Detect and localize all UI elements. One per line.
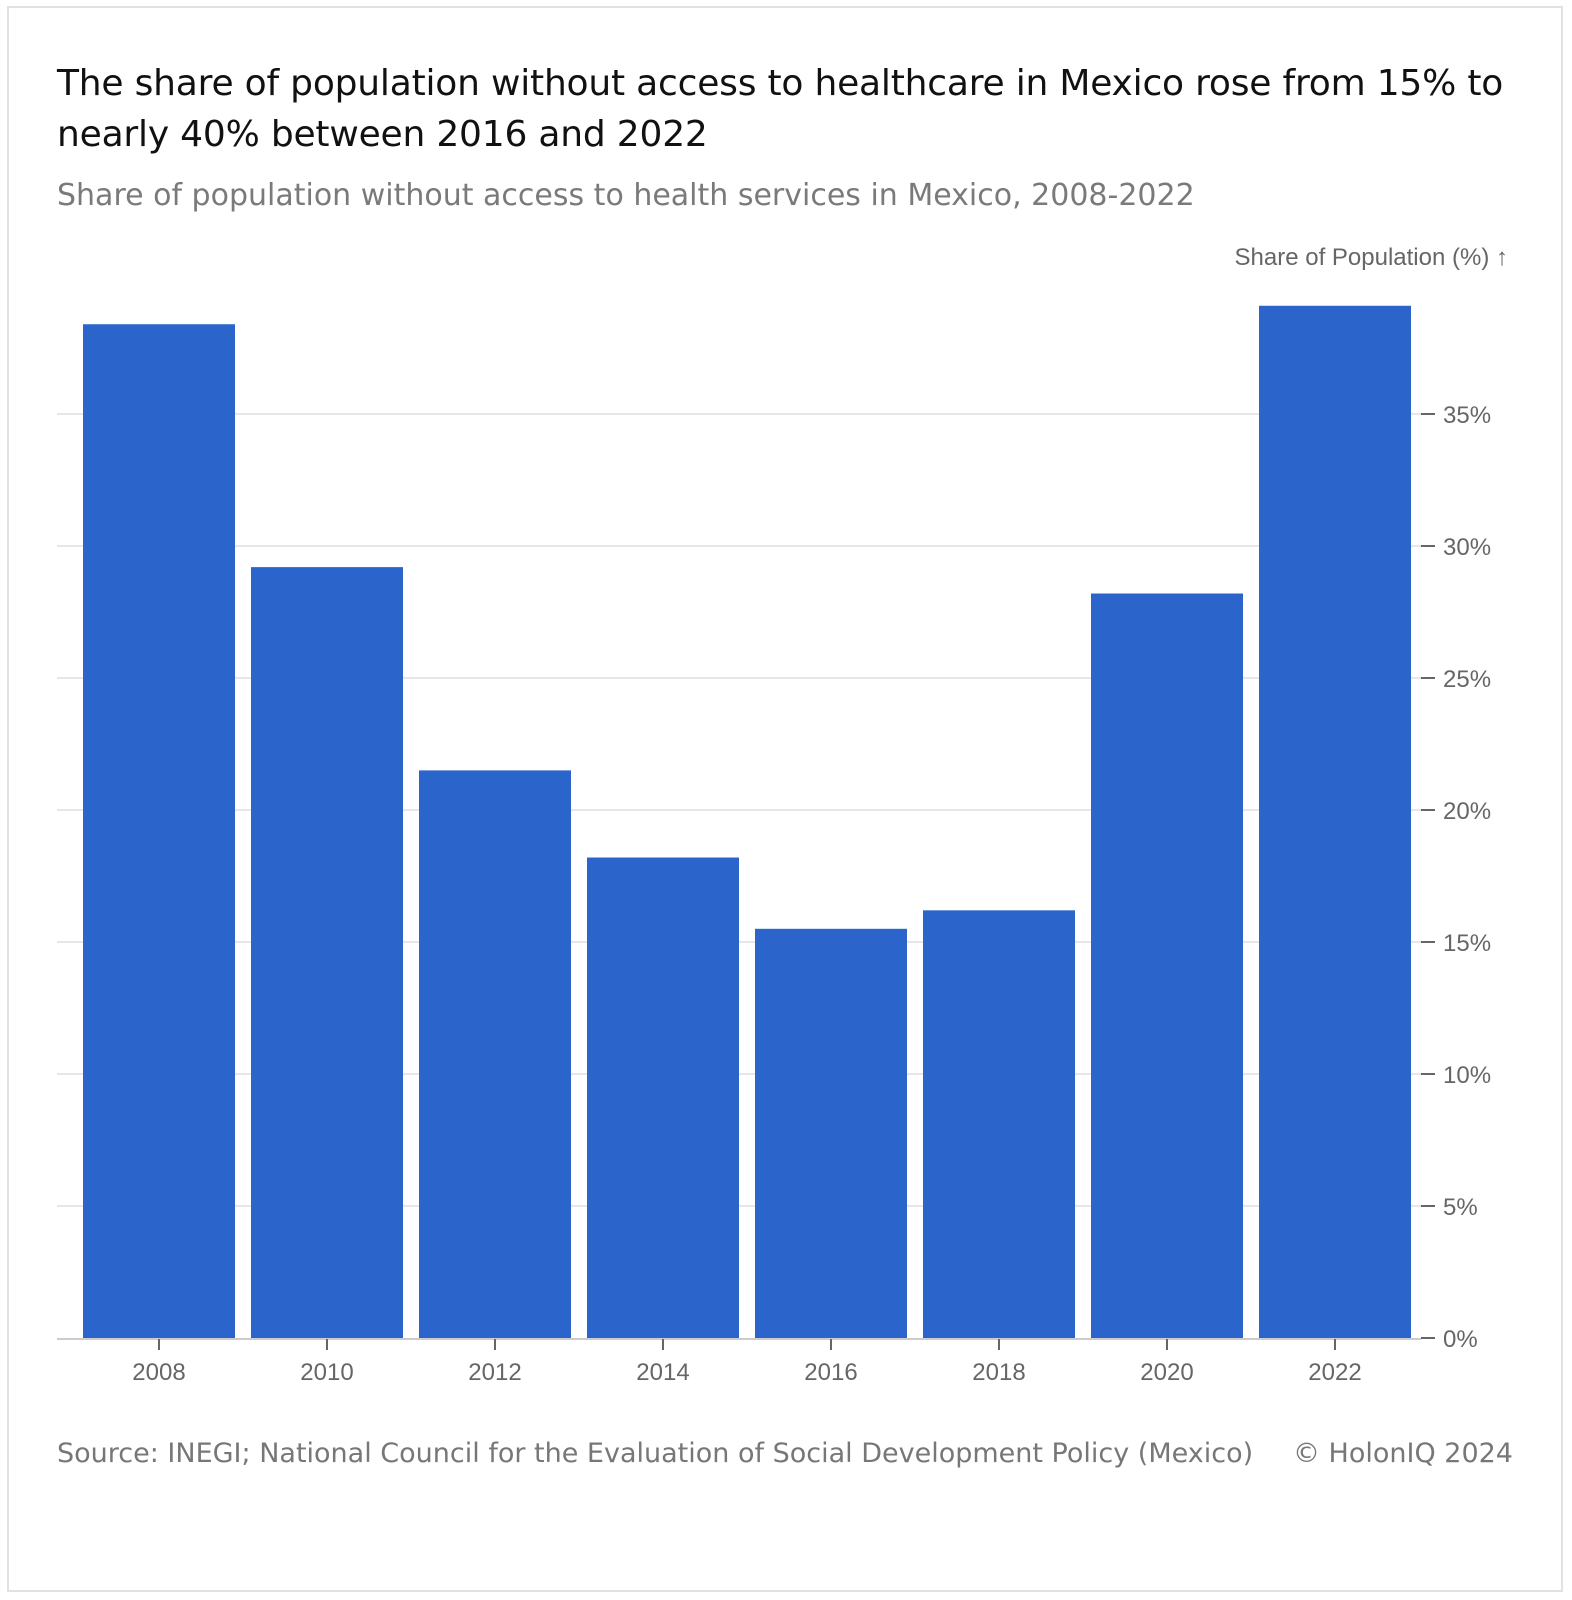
bar-2010 [251, 567, 403, 1338]
x-tick-label: 2018 [972, 1359, 1025, 1386]
x-tick-label: 2022 [1308, 1359, 1361, 1386]
bar-2008 [83, 324, 235, 1338]
bar-2016 [755, 928, 907, 1338]
y-tick-label: 20% [1443, 798, 1491, 825]
x-tick-label: 2020 [1140, 1359, 1193, 1386]
y-tick-label: 15% [1443, 930, 1491, 957]
copyright-note: © HolonIQ 2024 [1292, 1438, 1513, 1469]
chart-title: The share of population without access t… [57, 63, 1504, 155]
source-note: Source: INEGI; National Council for the … [57, 1438, 1254, 1469]
y-tick-label: 5% [1443, 1194, 1478, 1221]
x-tick-label: 2014 [636, 1359, 689, 1386]
bar-2022 [1259, 305, 1411, 1338]
y-tick-label: 30% [1443, 534, 1491, 561]
y-tick-label: 10% [1443, 1062, 1491, 1089]
y-tick-label: 0% [1443, 1326, 1478, 1353]
axes: 0% 5% 10% 15% 20% 25% 30% 35% 2008 2010 2012 2014 20… [57, 402, 1491, 1386]
bars [83, 305, 1411, 1338]
bar-2014 [587, 857, 739, 1338]
chart-subtitle: Share of population without access to he… [57, 178, 1195, 213]
bar-2018 [923, 910, 1075, 1338]
bar-2020 [1091, 593, 1243, 1338]
x-tick-label: 2012 [468, 1359, 521, 1386]
x-tick-label: 2010 [300, 1359, 353, 1386]
x-tick-label: 2008 [132, 1359, 185, 1386]
x-tick-label: 2016 [804, 1359, 857, 1386]
y-tick-label: 25% [1443, 666, 1491, 693]
y-tick-label: 35% [1443, 402, 1491, 429]
bar-2012 [419, 770, 571, 1338]
y-axis-title: Share of Population (%) ↑ [1235, 244, 1508, 271]
